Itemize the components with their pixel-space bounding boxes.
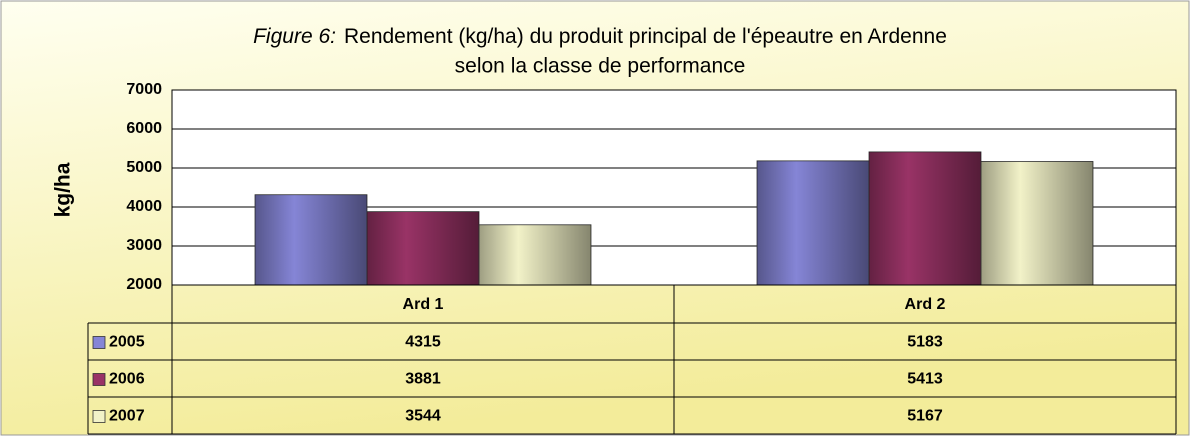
y-tick-label: 6000 (126, 120, 162, 137)
bar (478, 224, 592, 286)
bar (756, 160, 870, 286)
x-tick-label: Ard 2 (905, 296, 946, 313)
x-tick-label: Ard 1 (403, 296, 444, 313)
figure-label: Figure 6: (253, 25, 336, 48)
table-value: 3881 (405, 371, 441, 388)
legend-label: 2006 (109, 371, 145, 388)
chart-title: Figure 6: Rendement (kg/ha) du produit pr… (253, 25, 947, 48)
y-tick-label: 4000 (126, 198, 162, 215)
table-value: 4315 (405, 334, 441, 351)
y-tick-label: 3000 (126, 237, 162, 254)
table-value: 5183 (907, 334, 943, 351)
y-tick-label: 2000 (126, 276, 162, 293)
bar (254, 194, 368, 286)
bar (868, 151, 982, 286)
table-value: 3544 (405, 408, 441, 425)
legend-label: 2007 (109, 408, 145, 425)
y-tick-label: 5000 (126, 159, 162, 176)
bar (980, 161, 1094, 286)
table-value: 5167 (907, 408, 943, 425)
title-line: selon la classe de performance (455, 55, 746, 78)
bar (366, 211, 480, 286)
legend-swatch (92, 373, 106, 386)
legend-swatch (92, 336, 106, 349)
y-tick-label: 7000 (126, 81, 162, 98)
title-line: Rendement (kg/ha) du produit principal d… (344, 25, 947, 48)
table-value: 5413 (907, 371, 943, 388)
legend-label: 2005 (109, 334, 145, 351)
y-axis-label: kg/ha (52, 162, 75, 217)
legend-swatch (92, 410, 106, 423)
